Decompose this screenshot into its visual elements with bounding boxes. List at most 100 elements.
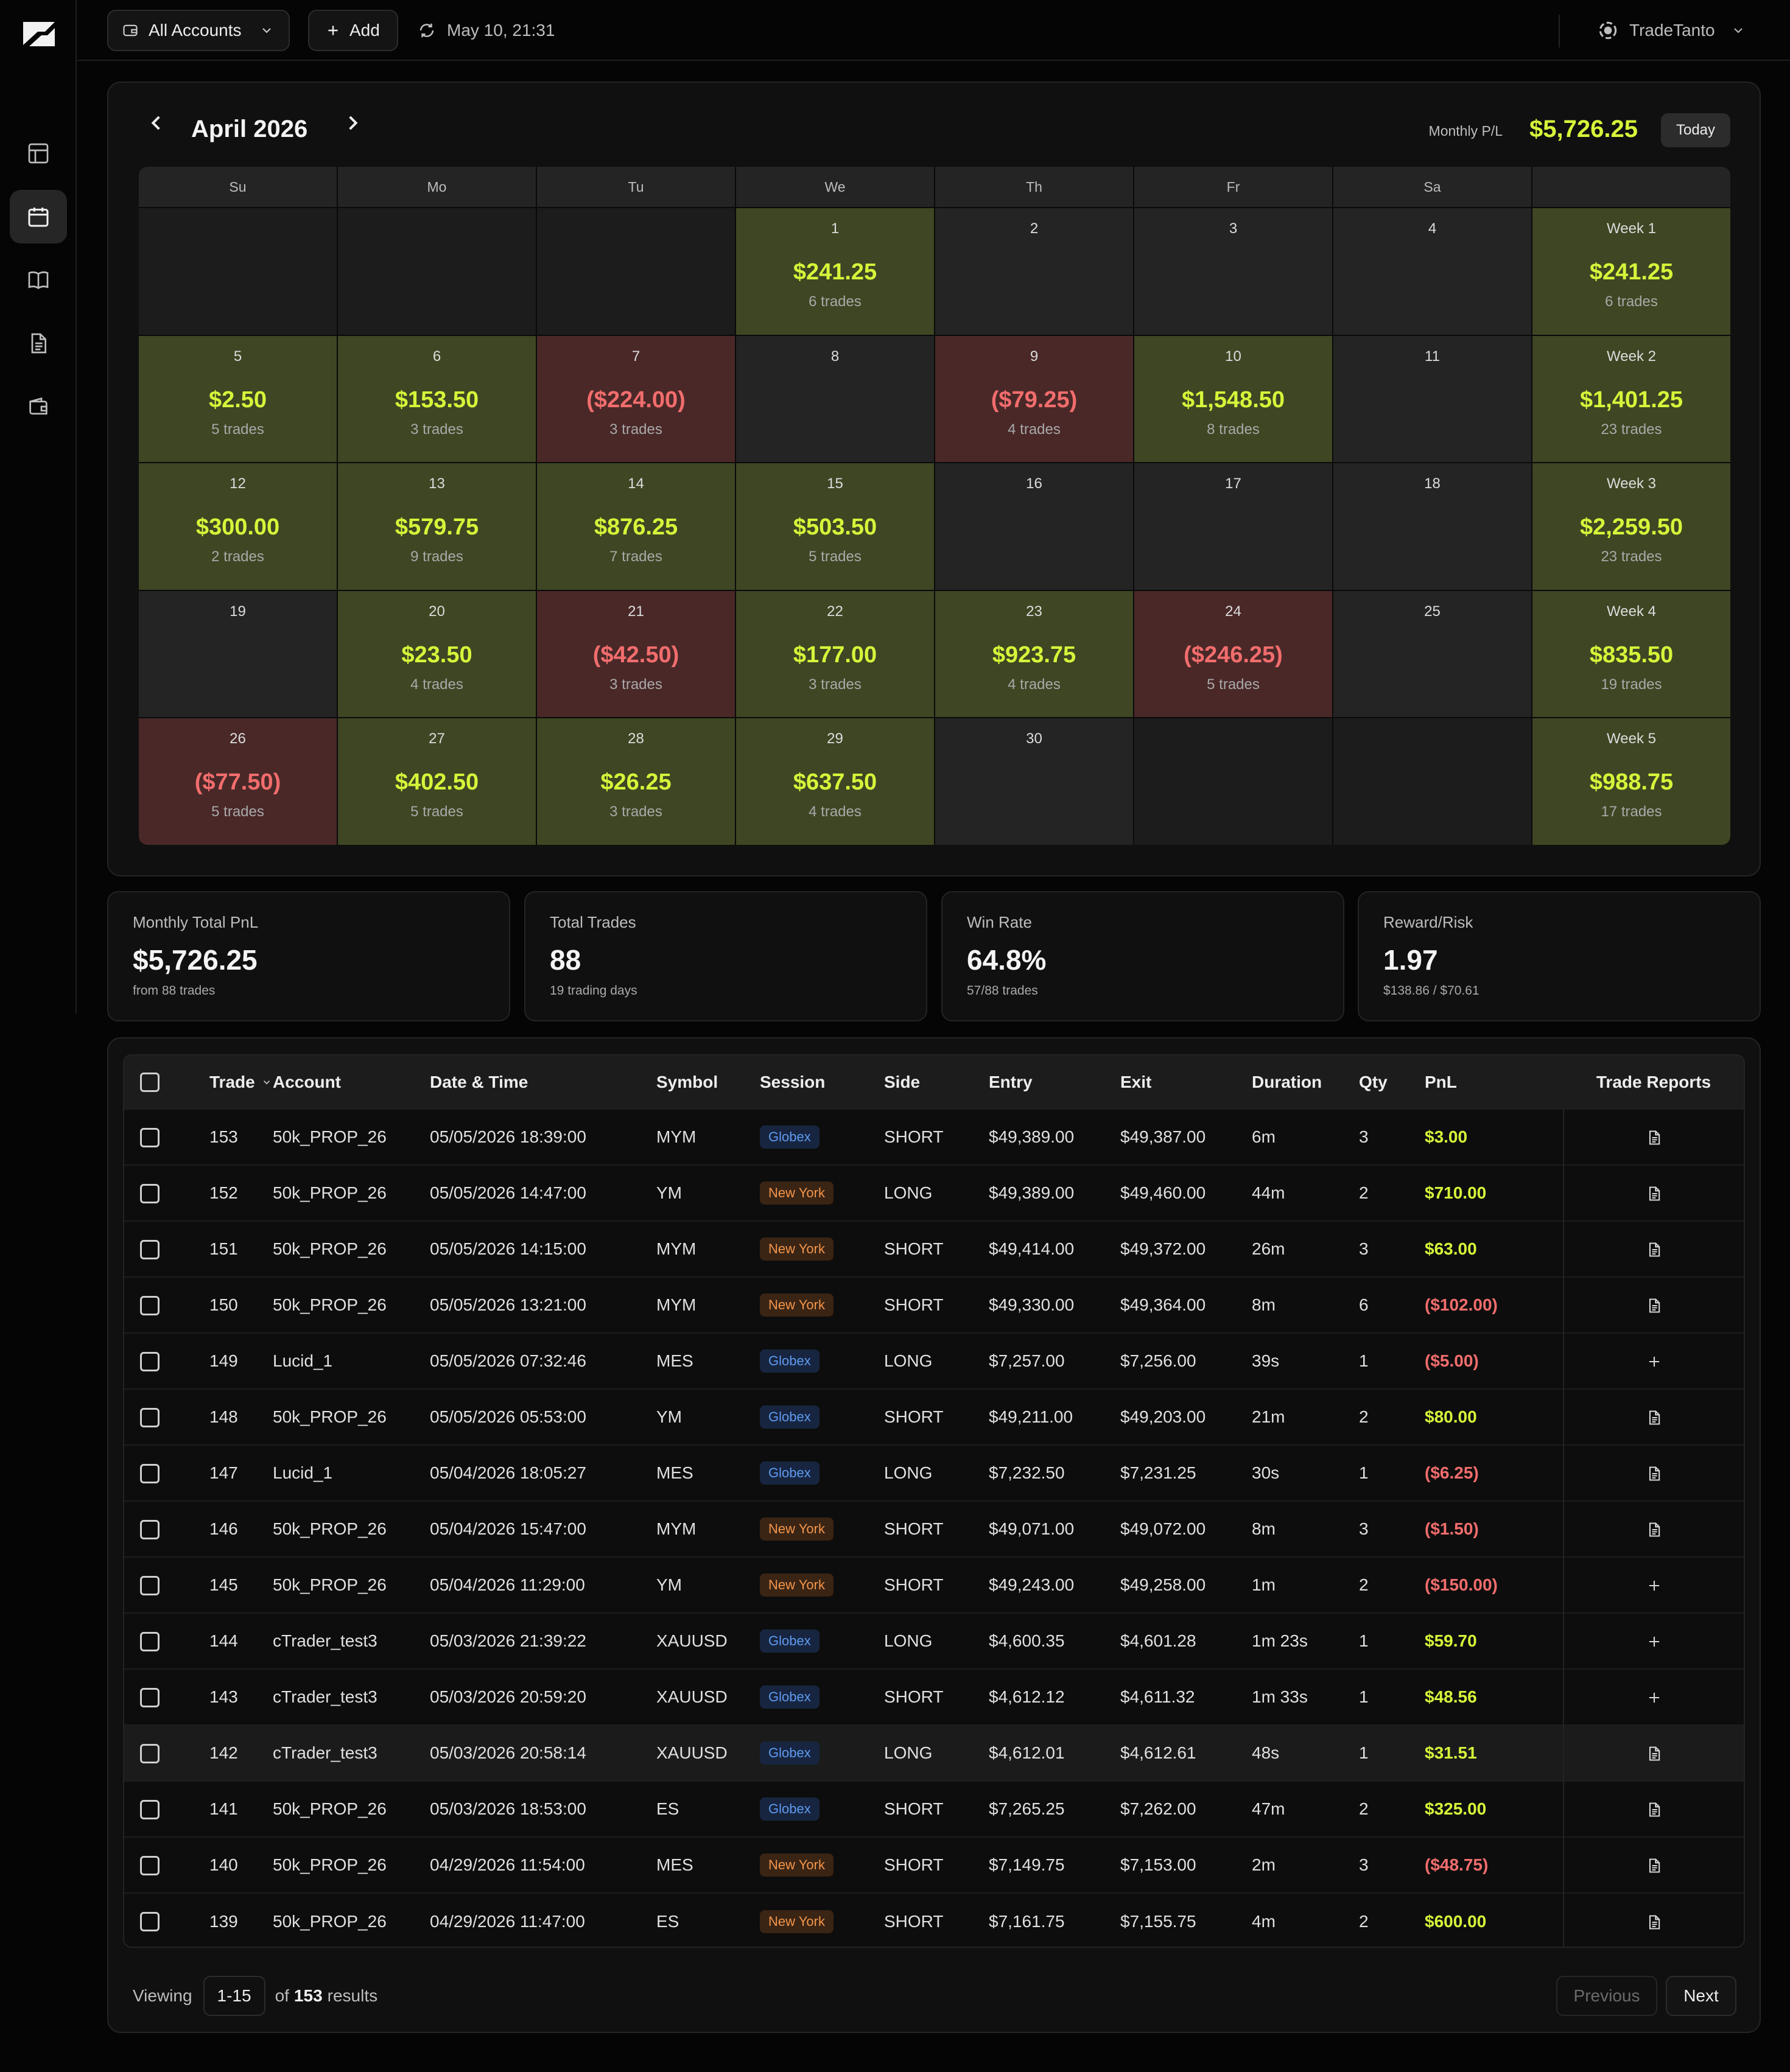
cell-trade-id: 140 [209,1855,238,1874]
calendar-day-cell[interactable]: 15 $503.50 5 trades [736,463,934,590]
calendar-day-cell[interactable]: 13 $579.75 9 trades [338,463,536,590]
add-report-button[interactable] [1563,1333,1744,1389]
calendar-day-cell[interactable]: 10 $1,548.50 8 trades [1134,335,1332,463]
today-button[interactable]: Today [1661,113,1730,147]
accounts-selector[interactable]: All Accounts [107,10,290,51]
table-row[interactable]: 149 Lucid_1 05/05/2026 07:32:46 MES Globex LO… [124,1333,1744,1389]
row-checkbox[interactable] [140,1351,160,1371]
row-checkbox[interactable] [140,1183,160,1203]
sidebar-item-journal[interactable] [10,253,67,307]
calendar-day-cell[interactable]: 19 [139,590,337,718]
week-summary-cell[interactable]: Week 1 $241.25 6 trades [1532,208,1730,335]
calendar-day-cell[interactable]: 25 [1333,590,1531,718]
sidebar-item-reports[interactable] [10,317,67,370]
calendar-day-cell[interactable]: 27 $402.50 5 trades [338,718,536,845]
calendar-day-cell[interactable]: 12 $300.00 2 trades [139,463,337,590]
chevron-left-icon[interactable] [145,111,169,135]
table-row[interactable]: 144 cTrader_test3 05/03/2026 21:39:22 XAUUS… [124,1613,1744,1669]
table-row[interactable]: 141 50k_PROP_26 05/03/2026 18:53:00 ES Globe… [124,1781,1744,1837]
calendar-day-cell[interactable]: 4 [1333,208,1531,335]
table-row[interactable]: 152 50k_PROP_26 05/05/2026 14:47:00 YM New Y… [124,1165,1744,1221]
sync-status[interactable]: May 10, 21:31 [418,10,555,51]
view-report-button[interactable] [1563,1837,1744,1893]
row-checkbox[interactable] [140,1743,160,1763]
app-logo-icon[interactable] [22,19,56,49]
sidebar-item-accounts[interactable] [10,380,67,433]
row-checkbox[interactable] [140,1799,160,1819]
user-menu[interactable]: TradeTanto [1596,10,1746,51]
view-report-button[interactable] [1563,1277,1744,1333]
row-checkbox[interactable] [140,1295,160,1315]
table-row[interactable]: 153 50k_PROP_26 05/05/2026 18:39:00 MYM Glob… [124,1109,1744,1165]
row-checkbox[interactable] [140,1912,160,1932]
row-checkbox[interactable] [140,1575,160,1595]
col-header-trade[interactable]: Trade [175,1055,273,1109]
table-row[interactable]: 146 50k_PROP_26 05/04/2026 15:47:00 MYM New … [124,1501,1744,1557]
calendar-day-cell[interactable]: 16 [935,463,1133,590]
calendar-day-cell[interactable]: 30 [935,718,1133,845]
sidebar-item-calendar[interactable] [10,190,67,243]
row-checkbox[interactable] [140,1855,160,1875]
view-report-button[interactable] [1563,1781,1744,1837]
select-all-checkbox[interactable] [140,1073,160,1093]
chevron-right-icon[interactable] [340,111,364,135]
previous-page-button[interactable]: Previous [1556,1976,1657,2016]
row-checkbox[interactable] [140,1519,160,1539]
calendar-day-cell[interactable]: 5 $2.50 5 trades [139,335,337,463]
calendar-day-cell[interactable]: 21 ($42.50) 3 trades [537,590,735,718]
add-report-button[interactable] [1563,1613,1744,1669]
session-badge: Globex [760,1349,820,1373]
table-row[interactable]: 148 50k_PROP_26 05/05/2026 05:53:00 YM Globe… [124,1389,1744,1445]
row-checkbox[interactable] [140,1687,160,1707]
week-summary-cell[interactable]: Week 3 $2,259.50 23 trades [1532,463,1730,590]
view-report-button[interactable] [1563,1725,1744,1781]
week-summary-cell[interactable]: Week 5 $988.75 17 trades [1532,718,1730,845]
week-summary-cell[interactable]: Week 2 $1,401.25 23 trades [1532,335,1730,463]
calendar-day-cell[interactable]: 23 $923.75 4 trades [935,590,1133,718]
view-report-button[interactable] [1563,1893,1744,1947]
calendar-day-cell[interactable]: 7 ($224.00) 3 trades [537,335,735,463]
view-report-button[interactable] [1563,1165,1744,1221]
row-checkbox[interactable] [140,1127,160,1147]
table-row[interactable]: 143 cTrader_test3 05/03/2026 20:59:20 XAUUS… [124,1669,1744,1725]
view-report-button[interactable] [1563,1445,1744,1501]
view-report-button[interactable] [1563,1501,1744,1557]
calendar-day-cell[interactable]: 9 ($79.25) 4 trades [935,335,1133,463]
row-checkbox[interactable] [140,1631,160,1651]
calendar-day-cell[interactable]: 6 $153.50 3 trades [338,335,536,463]
table-row[interactable]: 151 50k_PROP_26 05/05/2026 14:15:00 MYM New … [124,1221,1744,1277]
table-row[interactable]: 139 50k_PROP_26 04/29/2026 11:47:00 ES New Y… [124,1893,1744,1947]
add-report-button[interactable] [1563,1669,1744,1725]
view-report-button[interactable] [1563,1109,1744,1165]
table-row[interactable]: 150 50k_PROP_26 05/05/2026 13:21:00 MYM New … [124,1277,1744,1333]
table-row[interactable]: 142 cTrader_test3 05/03/2026 20:58:14 XAUUS… [124,1725,1744,1781]
next-page-button[interactable]: Next [1666,1976,1736,2016]
calendar-day-cell[interactable]: 1 $241.25 6 trades [736,208,934,335]
row-checkbox[interactable] [140,1239,160,1259]
row-checkbox[interactable] [140,1463,160,1483]
calendar-day-cell[interactable]: 8 [736,335,934,463]
table-row[interactable]: 147 Lucid_1 05/04/2026 18:05:27 MES Globex LO… [124,1445,1744,1501]
pagination-range-selector[interactable]: 1-15 [203,1976,265,2016]
calendar-day-cell[interactable]: 14 $876.25 7 trades [537,463,735,590]
calendar-day-cell[interactable]: 26 ($77.50) 5 trades [139,718,337,845]
week-summary-cell[interactable]: Week 4 $835.50 19 trades [1532,590,1730,718]
add-report-button[interactable] [1563,1557,1744,1613]
calendar-day-cell[interactable]: 11 [1333,335,1531,463]
view-report-button[interactable] [1563,1221,1744,1277]
view-report-button[interactable] [1563,1389,1744,1445]
calendar-day-cell[interactable]: 29 $637.50 4 trades [736,718,934,845]
calendar-day-cell[interactable]: 22 $177.00 3 trades [736,590,934,718]
calendar-day-cell[interactable]: 18 [1333,463,1531,590]
table-row[interactable]: 145 50k_PROP_26 05/04/2026 11:29:00 YM New Y… [124,1557,1744,1613]
calendar-day-cell[interactable]: 20 $23.50 4 trades [338,590,536,718]
calendar-day-cell[interactable]: 17 [1134,463,1332,590]
calendar-day-cell[interactable]: 28 $26.25 3 trades [537,718,735,845]
row-checkbox[interactable] [140,1407,160,1427]
calendar-day-cell[interactable]: 2 [935,208,1133,335]
sidebar-item-dashboard[interactable] [10,127,67,180]
calendar-day-cell[interactable]: 24 ($246.25) 5 trades [1134,590,1332,718]
calendar-day-cell[interactable]: 3 [1134,208,1332,335]
table-row[interactable]: 140 50k_PROP_26 04/29/2026 11:54:00 MES New … [124,1837,1744,1893]
add-button[interactable]: Add [308,10,398,51]
